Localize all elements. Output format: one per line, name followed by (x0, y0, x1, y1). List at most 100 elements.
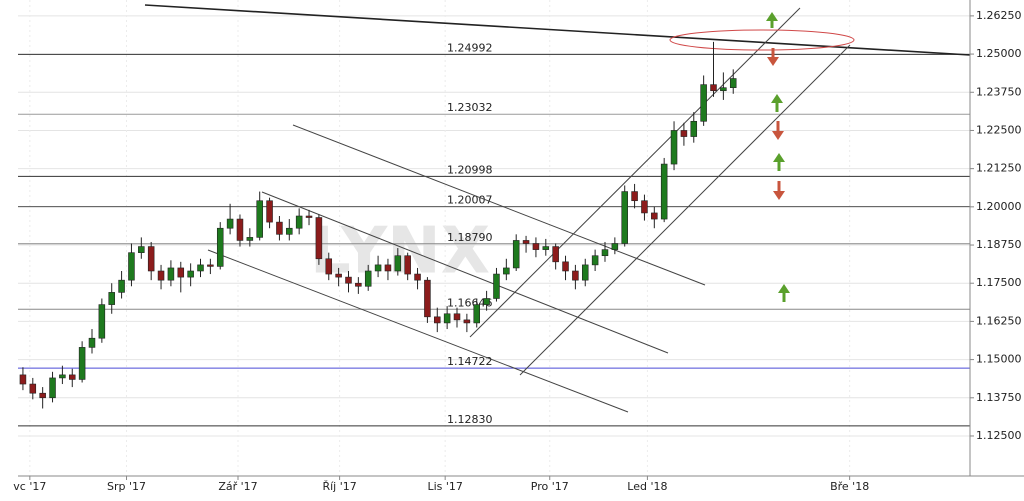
candle-body (720, 87, 727, 92)
watermark: LYNX (310, 215, 490, 289)
candle-body (404, 255, 411, 275)
candle-body (542, 246, 550, 250)
x-tick-label: vc '17 (13, 480, 46, 493)
arrow-up (773, 153, 785, 171)
candle-body (177, 267, 185, 278)
y-tick-label: 1.13750 (976, 391, 1022, 404)
candle-body (601, 249, 609, 257)
candle-body (276, 221, 283, 235)
level-label: 1.24992 (447, 41, 493, 54)
candle-body (236, 218, 244, 241)
candle-body (670, 130, 678, 165)
candle-body (512, 240, 520, 269)
candle-body (591, 255, 599, 266)
highlight-ellipse (669, 29, 855, 51)
y-tick-label: 1.21250 (976, 162, 1022, 175)
y-tick-label: 1.16250 (976, 314, 1022, 327)
candle-body (29, 383, 37, 394)
candle-body (59, 374, 66, 379)
level-label: 1.12830 (447, 413, 493, 426)
candle-body (197, 264, 204, 272)
candle-body (443, 313, 451, 324)
x-tick-label: Lis '17 (427, 480, 462, 493)
levels: 1.24992 1.23032 1.20998 1.20007 1.18790 1.166… (18, 41, 970, 427)
candle-body (266, 200, 273, 223)
candle-body (552, 246, 559, 263)
grid (18, 0, 970, 476)
candle-body (98, 304, 106, 339)
candle-body (187, 270, 194, 278)
candle-body (207, 264, 214, 267)
candle-body (147, 246, 155, 272)
arrow-up (766, 12, 778, 28)
y-tick-label: 1.15000 (976, 353, 1022, 366)
level-label: 1.23032 (447, 101, 493, 114)
level-label: 1.14722 (447, 355, 493, 368)
level-label: 1.20998 (447, 163, 493, 176)
candle-body (355, 282, 362, 287)
candle-body (710, 84, 717, 92)
candle-body (503, 267, 510, 275)
candle-body (463, 319, 471, 324)
candle-body (345, 276, 352, 284)
candle-body (651, 212, 658, 220)
candle-body (286, 227, 293, 235)
candle-body (631, 191, 638, 202)
candle-body (167, 267, 175, 281)
candle-body (641, 200, 648, 214)
candle-body (138, 246, 145, 253)
candle-body (532, 243, 540, 250)
candle-body (374, 264, 382, 272)
trend-line (519, 44, 851, 376)
x-tick-label: Led '18 (627, 480, 667, 493)
candle-body (256, 200, 263, 238)
candle-body (522, 240, 530, 244)
candle-body (108, 292, 115, 305)
trend-line (144, 4, 971, 56)
candle-body (128, 252, 135, 281)
candle-body (364, 270, 372, 287)
candle-body (680, 130, 688, 137)
candle-body (690, 120, 698, 137)
y-tick-label: 1.20000 (976, 200, 1022, 213)
trend-line (261, 191, 669, 354)
x-tick-label: Říj '17 (322, 480, 356, 493)
y-tick-label: 1.23750 (976, 85, 1022, 98)
x-tick-label: Bře '18 (830, 480, 869, 493)
y-tick-label: 1.25000 (976, 47, 1022, 60)
y-tick-label: 1.12500 (976, 429, 1022, 442)
trend-line (469, 7, 801, 338)
candle-body (157, 270, 165, 281)
candle-body (483, 298, 490, 305)
trend-lines (144, 4, 971, 413)
level-label: 1.20007 (447, 194, 493, 207)
candle-body (305, 215, 313, 218)
candle-body (493, 273, 500, 299)
candle-body (226, 218, 234, 229)
candle-body (325, 258, 333, 275)
candle-body (88, 337, 96, 348)
candle-body (78, 347, 86, 380)
x-tick-label: Zář '17 (218, 480, 257, 493)
arrow-up (778, 284, 790, 302)
candle-body (335, 273, 342, 278)
candle-body (434, 316, 441, 324)
candle-body (424, 279, 431, 318)
y-tick-label: 1.18750 (976, 238, 1022, 251)
candle-body (394, 255, 402, 272)
trend-line (207, 249, 629, 413)
candle-body (246, 237, 254, 241)
y-tick-label: 1.17500 (976, 276, 1022, 289)
candle-body (118, 279, 125, 293)
x-tick-label: Srp '17 (107, 480, 146, 493)
candle-body (660, 163, 668, 220)
candle-body (414, 273, 421, 281)
candle-body (39, 392, 46, 399)
candle-body (473, 304, 480, 324)
candle-body (621, 191, 628, 244)
candles (19, 41, 737, 409)
candle-body (572, 270, 579, 281)
candle-body (581, 264, 589, 281)
candle-body (611, 243, 619, 250)
